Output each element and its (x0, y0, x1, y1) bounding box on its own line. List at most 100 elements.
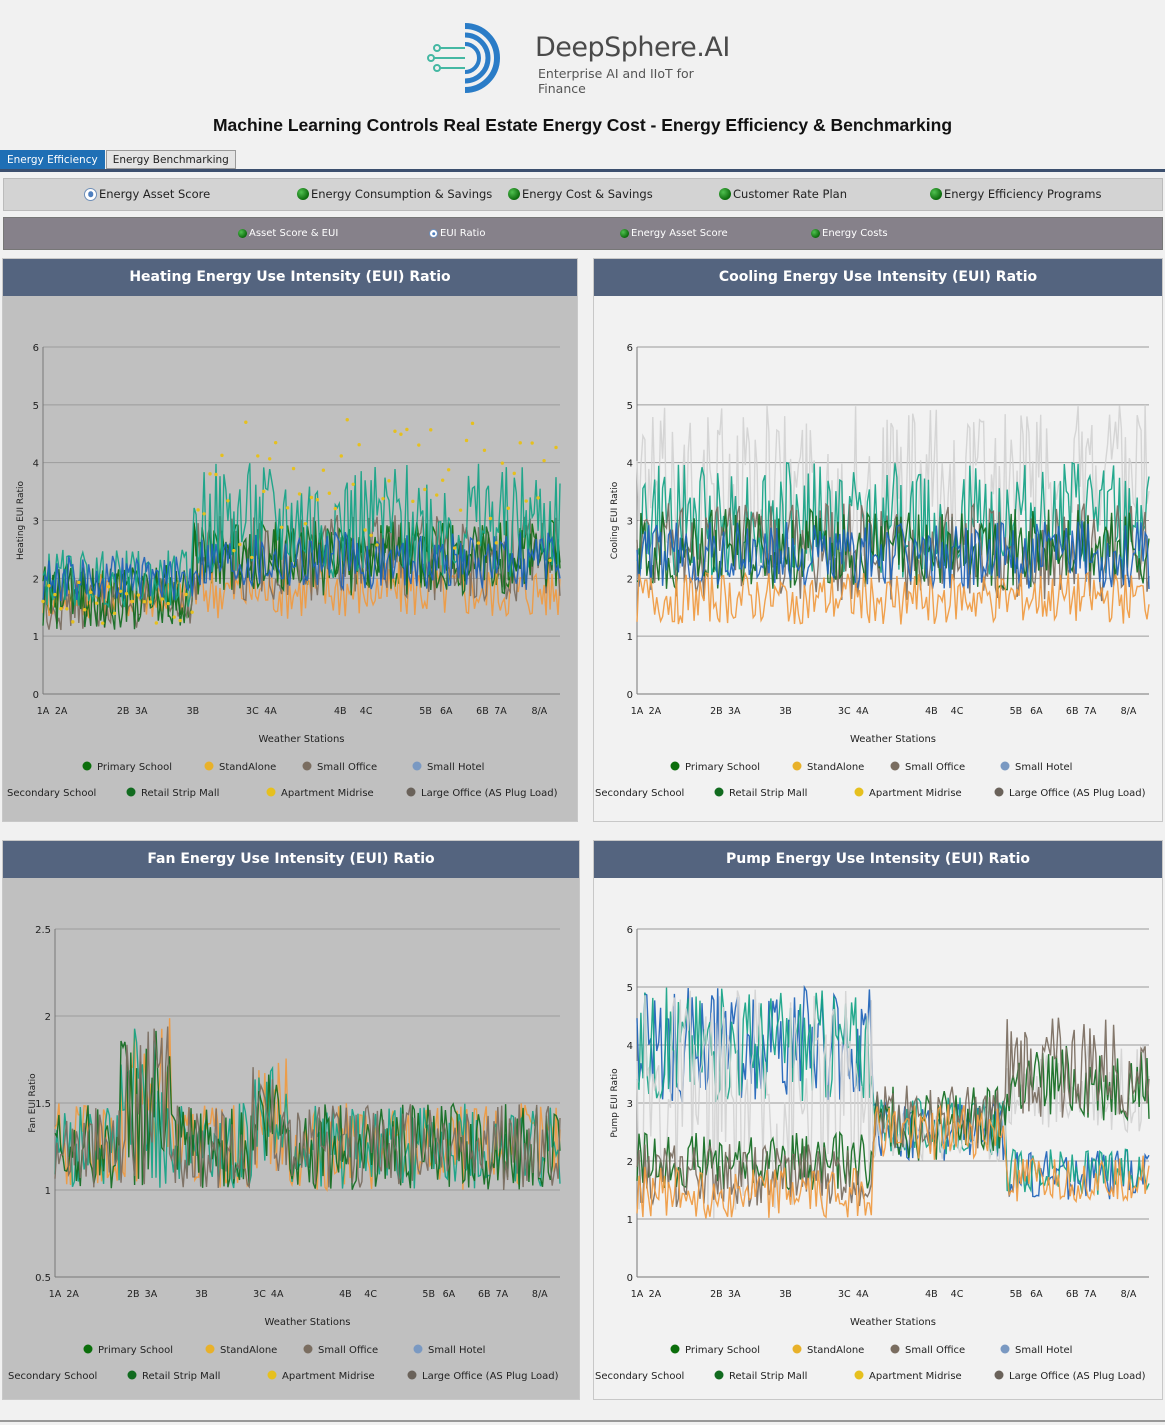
legend-label: Secondary School (8, 1371, 97, 1382)
legend-marker-large-office-as-plug-load (407, 1370, 417, 1380)
heating-chart-panel: Heating Energy Use Intensity (EUI) Ratio… (2, 258, 578, 822)
nav-label: Energy Asset Score (99, 187, 211, 201)
legend-marker-small-hotel (1000, 761, 1010, 771)
subnav-asset-score-eui[interactable]: Asset Score & EUI (238, 228, 338, 239)
series-point-apartment-midrise (53, 592, 57, 597)
y-tick-label: 2.5 (35, 925, 51, 936)
fan-chart: 0.5 1 1.5 2 2.5 1A 2A 2B 3A 3B 3C 4A 4B 4C 5B 6A 6B 7A 8/A… (8, 925, 561, 1382)
series-point-apartment-midrise (321, 468, 326, 472)
series-point-apartment-midrise (59, 607, 63, 611)
series-point-apartment-midrise (142, 599, 147, 604)
series-point-apartment-midrise (47, 584, 51, 588)
legend-label: Apartment Midrise (869, 1371, 962, 1382)
legend-marker-standalone (205, 1344, 215, 1354)
x-axis-title: Weather Stations (258, 734, 344, 745)
subnav-energy-asset-score[interactable]: Energy Asset Score (620, 228, 728, 239)
y-tick-label: 1.5 (35, 1099, 51, 1110)
series-point-apartment-midrise (405, 427, 409, 432)
tab-energy-efficiency[interactable]: Energy Efficiency (0, 150, 105, 169)
nav-customer-rate-plan[interactable]: Customer Rate Plan (719, 187, 847, 201)
series-point-apartment-midrise (190, 610, 194, 614)
nav-energy-asset-score[interactable]: Energy Asset Score (84, 187, 210, 201)
series-point-apartment-midrise (196, 508, 200, 512)
x-tick-label: 7A (1084, 1289, 1097, 1300)
series-point-apartment-midrise (554, 445, 558, 450)
series-point-apartment-midrise (327, 491, 332, 495)
series-point-apartment-midrise (77, 580, 81, 585)
x-tick-label: 4A (856, 706, 869, 717)
subnav-eui-ratio[interactable]: EUI Ratio (429, 228, 485, 239)
series-point-apartment-midrise (345, 418, 349, 422)
tab-bar: Energy Efficiency Energy Benchmarking (0, 150, 237, 169)
x-axis-title: Weather Stations (850, 1317, 936, 1328)
x-tick-label: 1A (37, 706, 50, 717)
green-dot-icon (508, 188, 520, 200)
green-dot-icon (297, 188, 309, 200)
y-tick-label: 3 (627, 1099, 633, 1110)
legend-marker-small-office (890, 1344, 900, 1354)
nav-energy-consumption-savings[interactable]: Energy Consumption & Savings (297, 187, 492, 201)
series-point-apartment-midrise (417, 443, 421, 447)
y-tick-label: 3 (33, 517, 39, 528)
series-point-apartment-midrise (41, 599, 45, 604)
series-point-apartment-midrise (244, 420, 248, 424)
series-point-apartment-midrise (208, 472, 212, 476)
y-tick-label: 2 (45, 1012, 51, 1023)
y-tick-label: 1 (627, 632, 633, 643)
series-point-apartment-midrise (214, 472, 218, 477)
x-tick-label: 5B (419, 706, 432, 717)
series-point-apartment-midrise (470, 421, 475, 426)
legend-marker-primary-school (670, 761, 680, 771)
series-point-apartment-midrise (387, 479, 391, 483)
series-point-apartment-midrise (65, 607, 69, 611)
x-tick-label: 3B (779, 1289, 792, 1300)
x-tick-label: 8/A (532, 1289, 548, 1300)
series-point-apartment-midrise (250, 555, 254, 560)
legend-label: StandAlone (807, 1345, 864, 1356)
series-line-light-grey (636, 404, 1150, 578)
cooling-chart-title: Cooling Energy Use Intensity (EUI) Ratio (594, 259, 1162, 296)
x-tick-label: 5B (1010, 1289, 1023, 1300)
y-axis-title: Fan EUI Ratio (28, 1073, 38, 1133)
series-point-apartment-midrise (124, 592, 129, 596)
legend-label: Large Office (AS Plug Load) (1009, 1371, 1146, 1382)
x-tick-label: 3A (145, 1289, 158, 1300)
x-tick-label: 3A (728, 706, 741, 717)
series-point-apartment-midrise (160, 597, 165, 601)
green-dot-icon (620, 229, 629, 238)
primary-nav: Energy Asset Score Energy Consumption & … (3, 178, 1163, 211)
y-tick-label: 1 (33, 632, 39, 643)
x-tick-label: 4A (856, 1289, 869, 1300)
nav-energy-efficiency-programs[interactable]: Energy Efficiency Programs (930, 187, 1101, 201)
series-point-apartment-midrise (178, 618, 182, 623)
legend-marker-apartment-midrise (854, 787, 864, 797)
legend-label: Apartment Midrise (281, 788, 374, 799)
tab-energy-benchmarking[interactable]: Energy Benchmarking (105, 150, 236, 169)
series-line-secondary-school (636, 571, 1150, 625)
subnav-energy-costs[interactable]: Energy Costs (811, 228, 888, 239)
series-point-apartment-midrise (375, 543, 379, 547)
legend-marker-apartment-midrise (266, 787, 276, 797)
pump-chart: 0 1 2 3 4 5 6 1A 2A 2B 3A 3B 3C 4A 4B 4C 5B 6A 6B 7A 8/A Weat… (595, 925, 1150, 1382)
series-point-apartment-midrise (297, 492, 302, 496)
legend-label: Primary School (97, 762, 172, 773)
legend-label: Small Office (905, 762, 965, 773)
series-point-apartment-midrise (89, 590, 93, 594)
series-point-apartment-midrise (220, 453, 224, 458)
series-point-apartment-midrise (303, 521, 308, 526)
legend-marker-primary-school (670, 1344, 680, 1354)
legend-marker-small-hotel (412, 761, 422, 771)
x-tick-label: 4B (339, 1289, 352, 1300)
cooling-chart-panel: Cooling Energy Use Intensity (EUI) Ratio… (593, 258, 1163, 822)
y-tick-label: 4 (33, 459, 39, 470)
x-tick-label: 3B (195, 1289, 208, 1300)
y-tick-label: 6 (627, 343, 633, 354)
pump-chart-panel: Pump Energy Use Intensity (EUI) Ratio 0 1… (593, 840, 1163, 1400)
series-point-apartment-midrise (166, 601, 170, 606)
nav-energy-cost-savings[interactable]: Energy Cost & Savings (508, 187, 653, 201)
series-point-apartment-midrise (279, 525, 284, 529)
series-point-apartment-midrise (440, 478, 445, 482)
nav-label: Energy Efficiency Programs (944, 187, 1102, 201)
subnav-label: Asset Score & EUI (249, 228, 339, 239)
legend-marker-large-office-as-plug-load (994, 1370, 1004, 1380)
